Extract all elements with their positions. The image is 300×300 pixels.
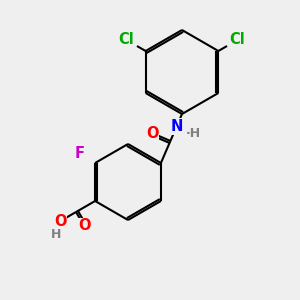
Text: O: O — [146, 125, 158, 140]
Text: F: F — [74, 146, 85, 161]
Text: N: N — [171, 119, 183, 134]
Text: Cl: Cl — [230, 32, 245, 47]
Text: Cl: Cl — [119, 32, 134, 47]
Text: H: H — [51, 227, 62, 241]
Text: O: O — [78, 218, 90, 233]
Text: O: O — [54, 214, 67, 229]
Text: ·H: ·H — [186, 127, 201, 140]
